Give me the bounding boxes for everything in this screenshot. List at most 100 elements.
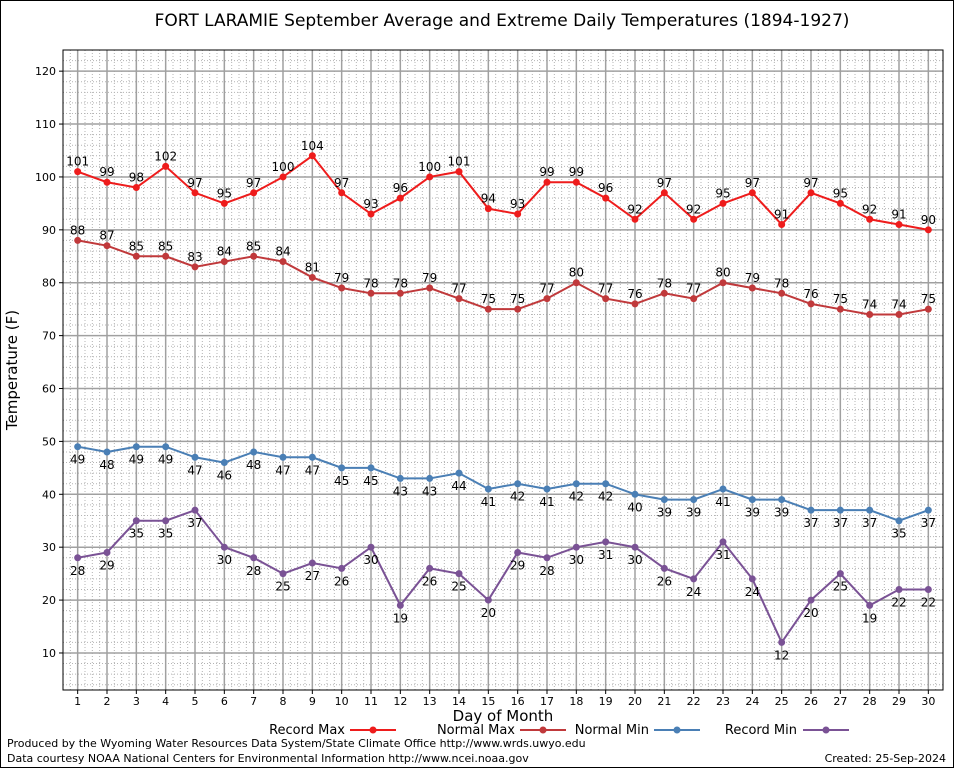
data-point: [396, 289, 404, 297]
data-point: [308, 152, 316, 160]
legend-label: Normal Max: [437, 723, 515, 738]
x-tick-label: 25: [775, 695, 789, 708]
series-normal-max: 88 87 85 85 83 84 85 84 81 79 78 78 79 77 75 75 77 80 77 76…: [70, 223, 936, 318]
series-layer: 101 99 98 102 97 95 97 100 104 97 93 96 100 101 94 93 99…: [66, 139, 936, 663]
data-label: 93: [510, 197, 525, 211]
data-label: 78: [393, 276, 408, 290]
data-label: 92: [686, 202, 701, 216]
data-label: 37: [833, 516, 848, 530]
data-label: 26: [657, 574, 672, 588]
data-point: [220, 543, 228, 551]
x-axis-title: Day of Month: [453, 707, 554, 725]
data-point: [162, 443, 170, 451]
data-label: 97: [334, 176, 349, 190]
legend-label: Record Max: [269, 723, 345, 738]
data-label: 85: [246, 239, 261, 253]
data-point: [162, 162, 170, 170]
data-label: 45: [363, 474, 378, 488]
data-label: 29: [99, 558, 114, 572]
series-line: [77, 508, 929, 645]
data-label: 19: [862, 611, 877, 625]
data-label: 90: [921, 213, 936, 227]
data-label: 25: [451, 580, 466, 594]
x-tick-label: 23: [716, 695, 730, 708]
data-label: 97: [745, 176, 760, 190]
created-date: Created: 25-Sep-2024: [824, 752, 946, 765]
data-point: [220, 459, 228, 467]
x-tick-label: 3: [133, 695, 140, 708]
data-point: [572, 543, 580, 551]
data-point: [191, 263, 199, 271]
data-label: 74: [862, 297, 877, 311]
data-point: [367, 464, 375, 472]
data-label: 77: [686, 282, 701, 296]
y-tick-label: 120: [35, 65, 56, 78]
data-point: [103, 178, 111, 186]
data-point: [690, 215, 698, 223]
data-point: [191, 189, 199, 197]
data-point: [132, 184, 140, 192]
data-label: 77: [539, 282, 554, 296]
data-point: [396, 474, 404, 482]
series-normal-min: 49 48 49 49 47 46 48 47 47 45 45 43 43 44 41 42 41 42 42 40…: [70, 443, 936, 541]
data-label: 40: [627, 500, 642, 514]
data-label: 26: [422, 574, 437, 588]
data-label: 75: [481, 292, 496, 306]
data-point: [807, 189, 815, 197]
data-point: [426, 284, 434, 292]
data-label: 94: [481, 192, 496, 206]
data-label: 42: [598, 490, 613, 504]
y-tick-label: 10: [42, 647, 56, 660]
data-label: 91: [774, 208, 789, 222]
data-label: 31: [715, 548, 730, 562]
data-point: [74, 554, 82, 562]
data-label: 28: [70, 564, 85, 578]
credit-line-1: Produced by the Wyoming Water Resources …: [7, 737, 586, 750]
data-label: 25: [275, 580, 290, 594]
data-point: [660, 289, 668, 297]
x-tick-label: 12: [393, 695, 407, 708]
data-label: 101: [448, 155, 471, 169]
data-label: 35: [891, 527, 906, 541]
legend-label: Record Min: [725, 723, 797, 738]
data-point: [719, 199, 727, 207]
y-tick-label: 100: [35, 171, 56, 184]
x-tick-label: 11: [364, 695, 378, 708]
data-point: [367, 289, 375, 297]
data-point: [748, 575, 756, 583]
data-point: [836, 570, 844, 578]
x-tick-label: 9: [309, 695, 316, 708]
data-point: [308, 453, 316, 461]
data-label: 22: [921, 596, 936, 610]
y-tick-label: 110: [35, 118, 56, 131]
data-label: 91: [891, 208, 906, 222]
data-point: [484, 205, 492, 213]
data-point: [602, 295, 610, 303]
data-point: [162, 252, 170, 260]
data-label: 97: [246, 176, 261, 190]
data-label: 104: [301, 139, 324, 153]
data-point: [132, 252, 140, 260]
data-point: [866, 506, 874, 514]
data-point: [514, 305, 522, 313]
data-label: 37: [803, 516, 818, 530]
y-tick-label: 40: [42, 488, 56, 501]
data-point: [484, 305, 492, 313]
data-point: [250, 448, 258, 456]
data-label: 47: [187, 463, 202, 477]
data-point: [514, 548, 522, 556]
data-point: [543, 178, 551, 186]
data-label: 97: [657, 176, 672, 190]
legend-swatch-marker: [673, 726, 681, 734]
data-point: [895, 221, 903, 229]
chart-title: FORT LARAMIE September Average and Extre…: [155, 11, 850, 31]
data-label: 47: [305, 463, 320, 477]
x-tick-label: 30: [921, 695, 935, 708]
data-label: 95: [833, 186, 848, 200]
plot-area: [63, 50, 943, 690]
data-label: 35: [129, 527, 144, 541]
y-axis-title: Temperature (F): [3, 310, 21, 431]
data-label: 41: [481, 495, 496, 509]
data-label: 93: [363, 197, 378, 211]
data-label: 97: [187, 176, 202, 190]
